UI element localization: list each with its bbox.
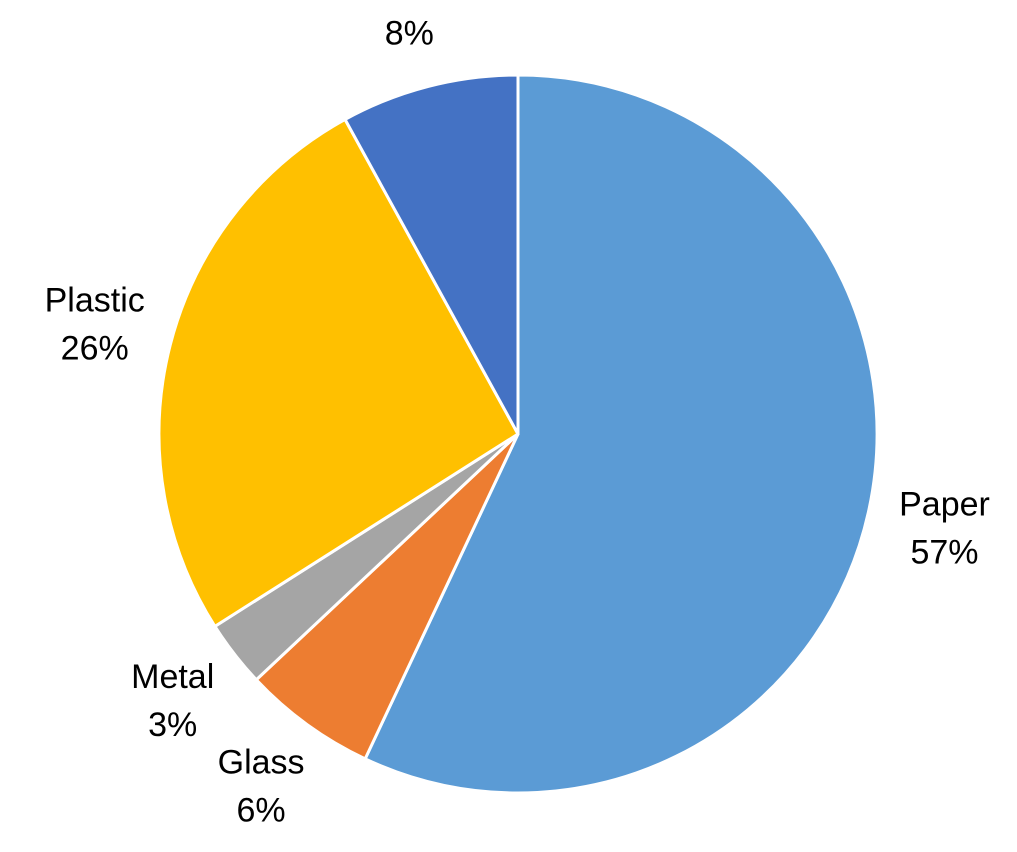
- pie-slice-plastic: [157, 117, 520, 628]
- slice-value-glass: 6%: [237, 792, 286, 830]
- pie-slice-paper: [363, 73, 879, 795]
- pie-slice-wood: [343, 73, 520, 436]
- slice-label-metal: Metal: [131, 658, 214, 696]
- slice-label-plastic: Plastic: [45, 281, 145, 319]
- slice-value-plastic: 26%: [61, 329, 129, 367]
- slice-value-wood: 8%: [385, 15, 434, 53]
- slice-value-paper: 57%: [910, 533, 978, 571]
- slice-label-glass: Glass: [218, 744, 305, 782]
- slice-label-wood: Wood: [365, 0, 453, 5]
- pie-slices: [157, 73, 879, 795]
- slice-label-paper: Paper: [899, 485, 990, 523]
- pie-labels: Paper 57% Glass 6% Metal 3% Plastic 26% Wood 8%: [45, 0, 990, 830]
- pie-slice-glass: [254, 432, 520, 761]
- slice-value-metal: 3%: [148, 706, 197, 744]
